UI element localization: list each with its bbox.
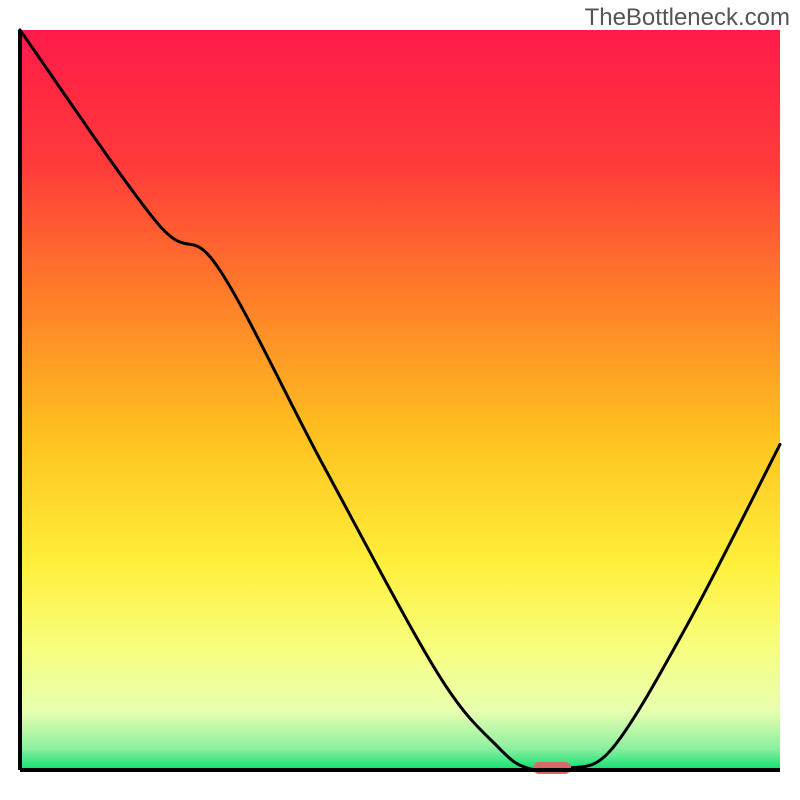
chart-container: TheBottleneck.com (0, 0, 800, 800)
plot-background (20, 30, 780, 770)
bottleneck-chart (0, 0, 800, 800)
watermark-text: TheBottleneck.com (585, 4, 790, 32)
